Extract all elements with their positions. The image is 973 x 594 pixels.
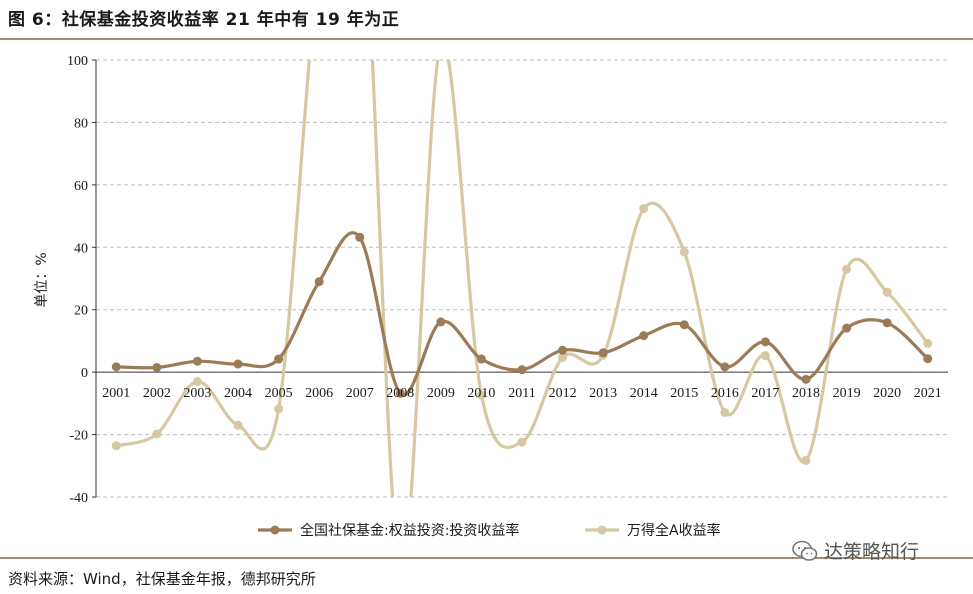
data-point-series-1 bbox=[192, 356, 202, 366]
data-point-series-2 bbox=[111, 441, 121, 451]
top-rule bbox=[0, 38, 973, 40]
data-point-series-2 bbox=[760, 351, 770, 361]
y-tick-label: 40 bbox=[74, 241, 88, 256]
data-point-series-1 bbox=[842, 323, 852, 333]
y-tick-label: 20 bbox=[74, 304, 88, 319]
data-point-series-2 bbox=[720, 407, 730, 417]
source-note: 资料来源：Wind，社保基金年报，德邦研究所 bbox=[8, 570, 316, 588]
x-tick-label: 2010 bbox=[467, 386, 495, 401]
data-point-series-2 bbox=[517, 437, 527, 447]
x-tick-label: 2005 bbox=[265, 386, 293, 401]
data-point-series-1 bbox=[233, 359, 243, 369]
y-axis-label: 单位：% bbox=[34, 252, 50, 307]
data-point-series-2 bbox=[274, 404, 284, 414]
y-tick-label: 100 bbox=[67, 54, 88, 69]
data-point-series-1 bbox=[760, 337, 770, 347]
data-point-series-2 bbox=[192, 377, 202, 387]
watermark: 达策略知行 bbox=[792, 537, 919, 564]
data-point-series-2 bbox=[152, 429, 162, 439]
data-point-series-1 bbox=[476, 354, 486, 364]
series-line-1 bbox=[116, 231, 929, 397]
y-tick-label: 80 bbox=[74, 116, 88, 131]
data-point-series-1 bbox=[679, 320, 689, 330]
y-tick-label: -40 bbox=[69, 491, 88, 506]
wechat-icon bbox=[792, 540, 818, 561]
watermark-text: 达策略知行 bbox=[824, 541, 920, 563]
data-point-series-1 bbox=[436, 317, 446, 327]
data-point-series-1 bbox=[598, 348, 608, 358]
data-point-series-1 bbox=[355, 232, 365, 242]
x-tick-label: 2008 bbox=[386, 386, 414, 401]
x-tick-label: 2018 bbox=[792, 386, 820, 401]
data-point-series-2 bbox=[882, 287, 892, 297]
y-tick-label: 0 bbox=[81, 366, 88, 381]
data-point-series-1 bbox=[274, 354, 284, 364]
x-tick-label: 2007 bbox=[346, 386, 374, 401]
data-point-series-2 bbox=[679, 247, 689, 257]
bottom-rule bbox=[0, 557, 973, 559]
legend-label-1: 全国社保基金:权益投资:投资收益率 bbox=[300, 522, 519, 539]
data-point-series-2 bbox=[923, 338, 933, 348]
data-point-series-1 bbox=[314, 277, 324, 287]
chart-canvas: -40 -20 0 20 40 60 80 100 2001 2002 2003 2004 2005 2… bbox=[34, 40, 948, 539]
x-tick-label: 2020 bbox=[873, 386, 901, 401]
data-point-series-1 bbox=[639, 331, 649, 341]
y-tick-label: -20 bbox=[69, 429, 88, 444]
legend-marker-2 bbox=[597, 525, 607, 535]
x-tick-label: 2021 bbox=[914, 386, 942, 401]
legend-marker-1 bbox=[270, 525, 280, 535]
x-tick-label: 2006 bbox=[305, 386, 333, 401]
x-tick-label: 2013 bbox=[589, 386, 617, 401]
data-point-series-2 bbox=[476, 390, 486, 400]
x-tick-label: 2011 bbox=[508, 386, 535, 401]
data-point-series-2 bbox=[233, 420, 243, 430]
x-tick-label: 2014 bbox=[630, 386, 658, 401]
data-point-series-1 bbox=[882, 318, 892, 328]
data-point-series-1 bbox=[720, 362, 730, 372]
x-tick-label: 2003 bbox=[183, 386, 211, 401]
data-point-series-2 bbox=[801, 455, 811, 465]
y-tick-label: 60 bbox=[74, 179, 88, 194]
x-tick-label: 2002 bbox=[143, 386, 171, 401]
data-point-series-2 bbox=[639, 204, 649, 214]
x-tick-label: 2001 bbox=[102, 386, 130, 401]
x-tick-label: 2009 bbox=[427, 386, 455, 401]
data-point-series-1 bbox=[801, 374, 811, 384]
chart-title: 图 6：社保基金投资收益率 21 年中有 19 年为正 bbox=[8, 10, 400, 30]
data-point-series-1 bbox=[395, 388, 405, 398]
data-point-series-1 bbox=[517, 365, 527, 375]
data-point-series-1 bbox=[111, 362, 121, 372]
series-line-2 bbox=[115, 60, 929, 497]
x-tick-label: 2015 bbox=[670, 386, 698, 401]
legend-label-2: 万得全A收益率 bbox=[627, 522, 721, 539]
data-point-series-2 bbox=[558, 352, 568, 362]
data-point-series-2 bbox=[842, 264, 852, 274]
x-tick-label: 2019 bbox=[833, 386, 861, 401]
data-point-series-1 bbox=[558, 345, 568, 355]
data-point-series-1 bbox=[152, 362, 162, 372]
x-tick-label: 2012 bbox=[549, 386, 577, 401]
data-point-series-2 bbox=[436, 40, 445, 49]
x-tick-label: 2017 bbox=[751, 386, 779, 401]
x-tick-label: 2016 bbox=[711, 386, 739, 401]
data-point-series-1 bbox=[923, 354, 933, 364]
x-tick-label: 2004 bbox=[224, 386, 252, 401]
